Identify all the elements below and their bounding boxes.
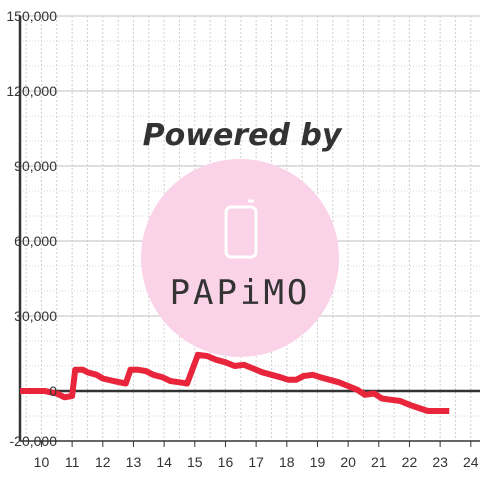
- x-tick-label: 19: [310, 454, 326, 470]
- phone-icon: [224, 199, 258, 259]
- x-tick-label: 21: [371, 454, 387, 470]
- x-tick-label: 10: [34, 454, 50, 470]
- y-tick-label: 90,000: [14, 158, 57, 174]
- watermark-logo-text: PAPiMO: [170, 273, 311, 313]
- y-tick-label: 30,000: [14, 308, 57, 324]
- series-layer: [20, 351, 450, 414]
- x-tick-label: 14: [156, 454, 172, 470]
- x-tick-label: 11: [65, 454, 80, 470]
- x-tick-label: 13: [126, 454, 142, 470]
- y-tick-label: 60,000: [14, 233, 57, 249]
- series-line: [20, 351, 450, 414]
- x-tick-label: 15: [187, 454, 203, 470]
- x-tick-label: 17: [248, 454, 264, 470]
- x-tick-label: 24: [463, 454, 479, 470]
- watermark-text: Powered by: [143, 118, 343, 153]
- y-tick-label: -20,000: [10, 433, 58, 449]
- x-tick-label: 12: [95, 454, 111, 470]
- y-tick-label: 0: [49, 383, 57, 399]
- watermark: Powered by PAPiMO: [141, 118, 343, 357]
- y-tick-label: 120,000: [6, 83, 57, 99]
- x-tick-label: 20: [340, 454, 356, 470]
- y-tick-label: 150,000: [6, 8, 57, 24]
- x-tick-label: 18: [279, 454, 295, 470]
- x-tick-label: 16: [218, 454, 234, 470]
- x-tick-label: 22: [402, 454, 418, 470]
- tick-labels: 10 11 12 13 14 15 16 17 18 19 20 21 22 23 24 -20,000 0 30…: [6, 8, 478, 470]
- axes: [18, 16, 480, 447]
- x-tick-label: 23: [432, 454, 448, 470]
